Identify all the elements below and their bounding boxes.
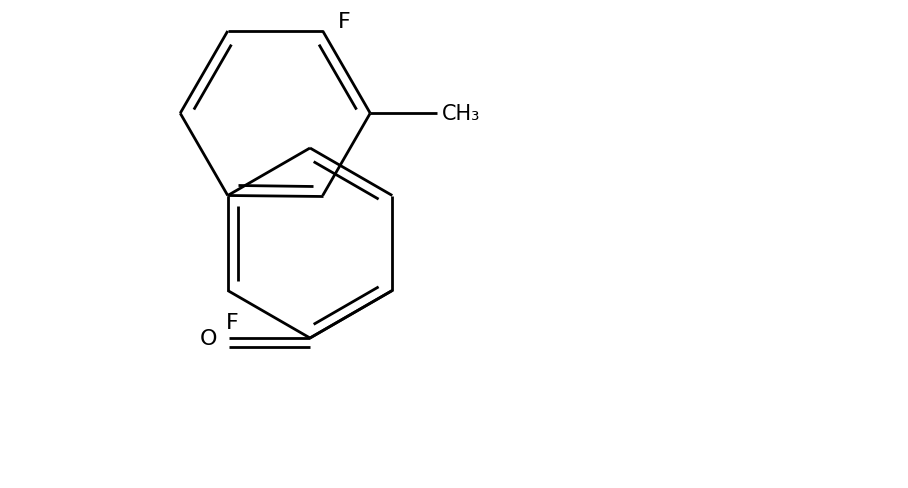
Text: O: O (200, 328, 217, 348)
Text: F: F (338, 12, 350, 32)
Text: F: F (226, 313, 239, 333)
Text: CH₃: CH₃ (441, 104, 480, 124)
